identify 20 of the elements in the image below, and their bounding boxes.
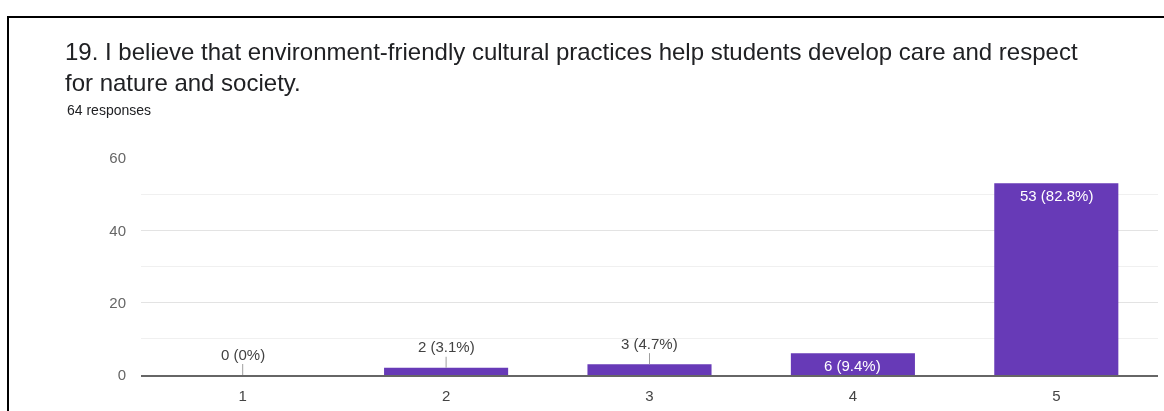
- x-tick-label: 2: [441, 386, 451, 404]
- y-tick-label: 60: [109, 149, 126, 167]
- data-label: 0 (0%): [221, 346, 266, 363]
- bar: [384, 367, 509, 375]
- data-label: 3 (4.7%): [621, 335, 678, 352]
- bar: [994, 183, 1119, 375]
- x-tick-label: 5: [1052, 386, 1061, 404]
- chart-subtitle: 64 responses: [67, 102, 152, 118]
- data-label: 53 (82.8%): [1020, 187, 1094, 204]
- bar: [790, 353, 915, 375]
- bar: [587, 364, 712, 375]
- x-tick-label: 1: [238, 386, 247, 404]
- chart-title: 19. I believe that environment-friendly cultural practices help students develop care and respect for nature and society.: [65, 38, 1078, 97]
- data-label: 6 (9.4%): [824, 357, 881, 374]
- x-tick-label: 3: [645, 386, 654, 404]
- y-tick-label: 20: [109, 293, 126, 311]
- data-label: 2 (3.1%): [418, 338, 475, 355]
- y-tick-label: 40: [109, 221, 126, 239]
- x-tick-label: 4: [848, 386, 858, 404]
- y-tick-label: 0: [117, 366, 126, 384]
